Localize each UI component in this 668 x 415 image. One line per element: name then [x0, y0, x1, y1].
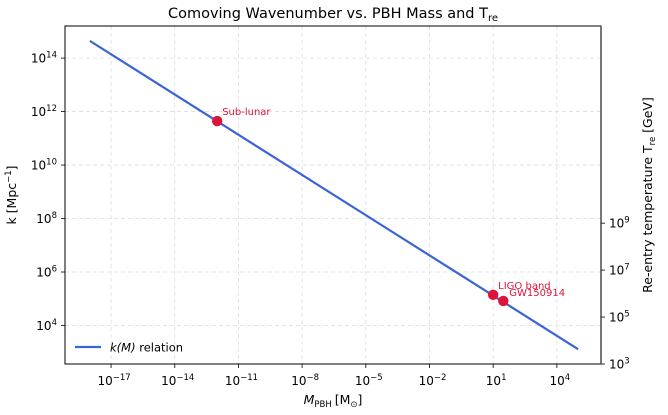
y2-tick-label: 103: [609, 357, 630, 372]
x-axis-label: MPBH [M⊙]: [304, 392, 363, 410]
tick-base: 10: [609, 311, 624, 325]
x-tick-label: 10−14: [161, 373, 194, 388]
tick-exponent: 4: [52, 318, 57, 328]
x-tick-label: 10−11: [225, 373, 258, 388]
y2-label-sub: re: [648, 137, 658, 146]
tick-base: 10: [97, 374, 112, 388]
x-tick-label: 104: [549, 373, 570, 388]
tick-exponent: 14: [46, 51, 57, 61]
y-tick-label: 1012: [31, 104, 57, 119]
y-tick-label: 1014: [31, 51, 57, 66]
y-tick-label: 106: [36, 265, 57, 280]
x-label-sub: PBH: [314, 400, 331, 410]
grid: [65, 26, 601, 364]
x-tick-label: 101: [486, 373, 507, 388]
tick-exponent: 9: [624, 216, 629, 226]
tick-exponent: −2: [434, 373, 447, 383]
tick-base: 10: [419, 374, 434, 388]
tick-exponent: 7: [624, 263, 629, 273]
tick-exponent: 12: [46, 104, 57, 114]
chart-title: Comoving Wavenumber vs. PBH Mass and Tre: [168, 6, 498, 24]
tick-base: 10: [355, 374, 370, 388]
y2-label-main: Re-entry temperature T: [640, 145, 655, 293]
tick-base: 10: [36, 319, 51, 333]
tick-base: 10: [31, 159, 46, 173]
tick-base: 10: [486, 374, 501, 388]
legend: k(M) relation: [75, 341, 183, 355]
tick-base: 10: [161, 374, 176, 388]
y2-tick-label: 105: [609, 310, 630, 325]
y-label-close: ]: [4, 165, 19, 170]
tick-base: 10: [36, 212, 51, 226]
point-label: Sub-lunar: [222, 107, 271, 118]
y-label-main: k [Mpc: [4, 183, 19, 225]
tick-exponent: −11: [240, 373, 258, 383]
tick-exponent: 5: [624, 310, 629, 320]
y2-tick-label: 107: [609, 263, 630, 278]
tick-exponent: 10: [46, 158, 57, 168]
y-axis-label: k [Mpc−1]: [4, 165, 19, 224]
y2-tick-label: 109: [609, 216, 630, 231]
tick-base: 10: [291, 374, 306, 388]
tick-base: 10: [31, 105, 46, 119]
x-tick-label: 10−5: [355, 373, 383, 388]
tick-base: 10: [609, 264, 624, 278]
tick-exponent: 6: [52, 265, 57, 275]
x-tick-label: 10−8: [291, 373, 319, 388]
x-label-var: M: [304, 392, 315, 407]
tick-exponent: −17: [113, 373, 131, 383]
point-label: LIGO band: [498, 281, 550, 292]
y-tick-label: 108: [36, 211, 57, 226]
chart-title-main: Comoving Wavenumber vs. PBH Mass and T: [168, 6, 488, 22]
x-label-unit-sub: ⊙: [350, 400, 357, 410]
legend-label-func: k(M): [110, 341, 136, 355]
y-tick-label: 104: [36, 318, 57, 333]
tick-base: 10: [549, 374, 564, 388]
y2-axis-label: Re-entry temperature Tre [GeV]: [640, 97, 658, 293]
x-axis-ticks: 10−17 10−14 10−11 10−8 10−5 10−2 101 104: [97, 364, 570, 388]
chart-title-sub: re: [488, 13, 498, 24]
y-label-sup: −1: [4, 170, 14, 183]
x-tick-label: 10−17: [97, 373, 130, 388]
tick-base: 10: [36, 266, 51, 280]
marker-point: [487, 289, 499, 301]
x-label-unit-close: ]: [358, 392, 363, 407]
tick-exponent: −8: [306, 373, 319, 383]
tick-exponent: 4: [565, 373, 570, 383]
point-label: GW150914: [509, 288, 565, 299]
tick-exponent: 1: [501, 373, 506, 383]
tick-base: 10: [31, 52, 46, 66]
y2-label-unit: [GeV]: [640, 97, 655, 137]
legend-label-rest: relation: [136, 341, 183, 355]
y-tick-label: 1010: [31, 158, 57, 173]
x-label-unit: [M: [335, 392, 351, 407]
tick-base: 10: [225, 374, 240, 388]
marker-point: [498, 295, 509, 307]
tick-exponent: 8: [52, 211, 57, 221]
tick-exponent: 3: [624, 357, 629, 367]
tick-exponent: −14: [176, 373, 194, 383]
tick-base: 10: [609, 358, 624, 372]
marker-point: [212, 115, 223, 127]
tick-exponent: −5: [370, 373, 383, 383]
tick-base: 10: [609, 217, 624, 231]
legend-label: k(M) relation: [110, 341, 183, 355]
x-tick-label: 10−2: [419, 373, 447, 388]
